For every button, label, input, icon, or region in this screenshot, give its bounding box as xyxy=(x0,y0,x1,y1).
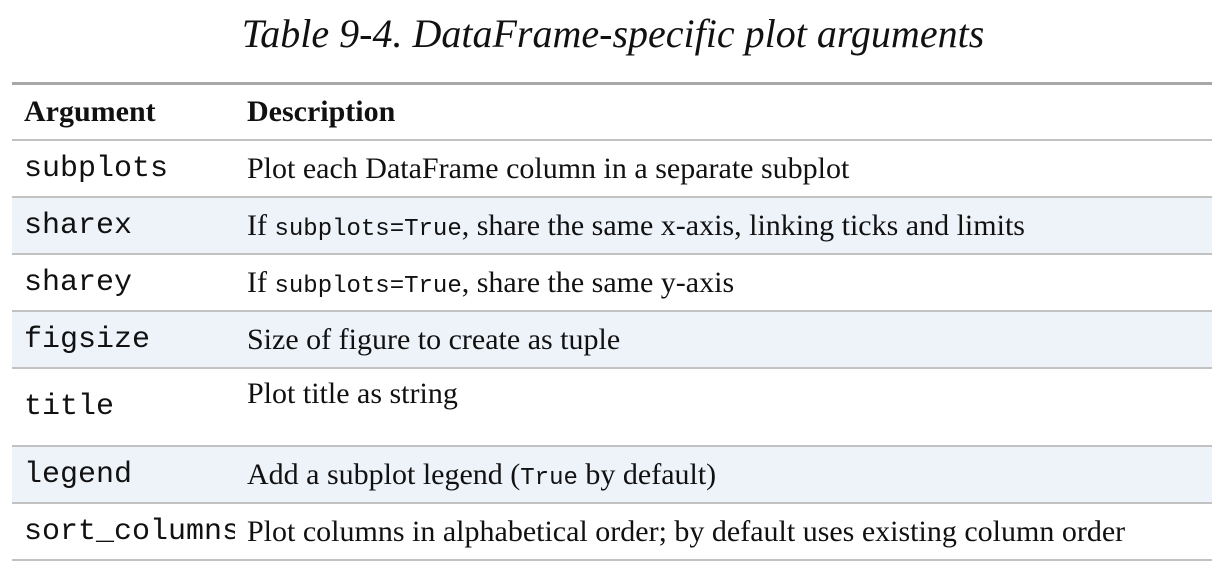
table-row: sharey If subplots=True, share the same … xyxy=(12,254,1212,311)
description-cell: If subplots=True, share the same x-axis,… xyxy=(235,197,1212,254)
description-text: Add a subplot legend ( xyxy=(247,457,521,491)
description-cell: Size of figure to create as tuple xyxy=(247,322,621,356)
description-text: , share the same y-axis xyxy=(461,265,735,299)
table-row: subplots Plot each DataFrame column in a… xyxy=(12,140,1212,197)
argument-cell: sharey xyxy=(24,265,133,300)
description-cell: Add a subplot legend (True by default) xyxy=(235,446,1212,503)
table-row: sort_columns Plot columns in alphabetica… xyxy=(12,503,1212,560)
table-row: sharex If subplots=True, share the same … xyxy=(12,197,1212,254)
plot-arguments-table: Argument Description subplots Plot each … xyxy=(12,82,1212,561)
argument-cell: subplots xyxy=(24,151,169,186)
argument-cell: sort_columns xyxy=(24,514,235,549)
description-cell: Plot columns in alphabetical order; by d… xyxy=(247,514,1126,548)
description-cell: If subplots=True, share the same y-axis xyxy=(235,254,1212,311)
description-text: If xyxy=(247,208,275,242)
inline-code: True xyxy=(520,464,578,492)
table-caption: Table 9-4. DataFrame-specific plot argum… xyxy=(241,11,985,56)
argument-cell: figsize xyxy=(24,322,151,357)
description-cell: Plot title as string xyxy=(247,377,458,410)
argument-cell: sharex xyxy=(24,208,133,243)
table-header-row: Argument Description xyxy=(12,83,1212,141)
description-text: by default) xyxy=(577,457,717,491)
column-header-description: Description xyxy=(247,95,396,128)
table-row: figsize Size of figure to create as tupl… xyxy=(12,311,1212,368)
table-row: title Plot title as string xyxy=(12,368,1212,446)
column-header-argument: Argument xyxy=(24,95,156,128)
inline-code: subplots=True xyxy=(274,272,462,300)
inline-code: subplots=True xyxy=(274,215,462,243)
description-text: If xyxy=(247,265,275,299)
description-text: , share the same x-axis, linking ticks a… xyxy=(461,208,1025,242)
argument-cell: legend xyxy=(24,457,133,492)
argument-cell: title xyxy=(24,390,115,424)
description-cell: Plot each DataFrame column in a separate… xyxy=(247,151,850,185)
table-row: legend Add a subplot legend (True by def… xyxy=(12,446,1212,503)
